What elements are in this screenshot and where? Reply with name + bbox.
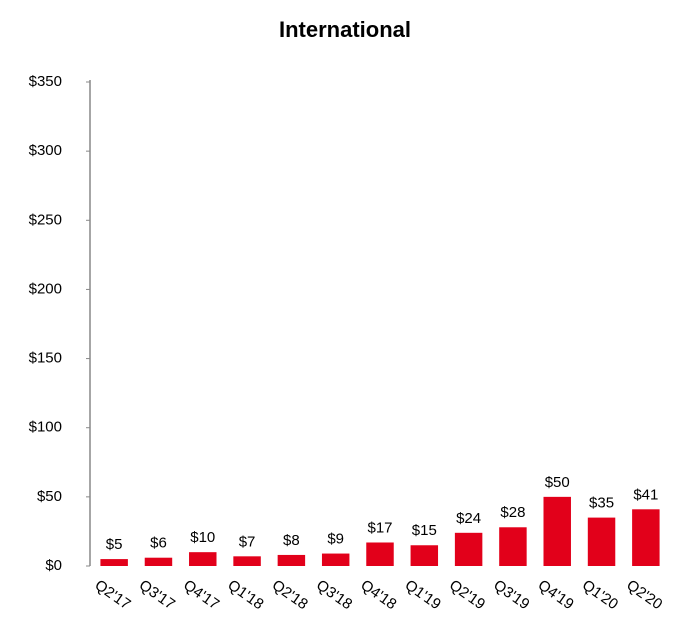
bar <box>366 542 394 566</box>
x-tick-label: Q3'18 <box>313 577 355 614</box>
y-tick-label: $50 <box>37 488 62 505</box>
bar <box>277 554 306 566</box>
bar <box>189 552 217 566</box>
value-label: $17 <box>367 519 392 536</box>
y-tick-label: $250 <box>29 211 62 228</box>
value-label: $10 <box>190 529 215 546</box>
value-label: $15 <box>412 522 437 539</box>
bar <box>321 553 350 566</box>
value-label: $9 <box>327 531 344 548</box>
bar <box>587 517 616 566</box>
y-tick-label: $300 <box>29 142 62 159</box>
x-tick-label: Q4'18 <box>357 577 399 614</box>
value-label: $24 <box>456 510 481 527</box>
bar <box>100 559 128 566</box>
y-tick-label: $150 <box>29 350 62 367</box>
x-tick-label: Q2'17 <box>92 577 134 614</box>
x-tick-label: Q2'19 <box>446 577 488 614</box>
y-tick-label: $350 <box>29 73 62 90</box>
bar <box>144 557 173 566</box>
x-tick-label: Q1'19 <box>402 577 444 614</box>
bar <box>632 509 660 566</box>
x-tick-label: Q4'19 <box>535 577 577 614</box>
x-tick-label: Q2'20 <box>623 577 665 614</box>
chart-title: International <box>279 17 411 42</box>
y-tick-label: $100 <box>29 419 62 436</box>
value-label: $35 <box>589 495 614 512</box>
bar <box>543 496 571 566</box>
bar <box>499 527 527 566</box>
x-tick-label: Q2'18 <box>269 577 311 614</box>
value-label: $6 <box>150 535 167 552</box>
value-label: $41 <box>633 486 658 503</box>
x-tick-label: Q1'18 <box>225 577 267 614</box>
value-label: $28 <box>500 504 525 521</box>
x-tick-label: Q3'19 <box>490 577 532 614</box>
x-tick-label: Q3'17 <box>136 577 178 614</box>
value-label: $5 <box>106 536 123 553</box>
bar <box>233 556 261 566</box>
y-tick-label: $200 <box>29 280 62 297</box>
value-label: $7 <box>239 533 256 550</box>
value-label: $8 <box>283 532 300 549</box>
bar <box>454 532 483 566</box>
bar <box>410 545 439 566</box>
value-label: $50 <box>545 474 570 491</box>
y-tick-label: $0 <box>45 557 62 574</box>
x-tick-label: Q4'17 <box>180 577 222 614</box>
x-tick-label: Q1'20 <box>579 577 621 614</box>
